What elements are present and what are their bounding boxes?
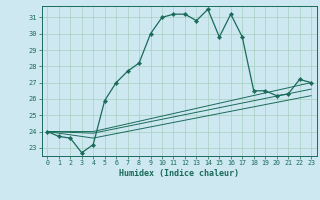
X-axis label: Humidex (Indice chaleur): Humidex (Indice chaleur) [119,169,239,178]
